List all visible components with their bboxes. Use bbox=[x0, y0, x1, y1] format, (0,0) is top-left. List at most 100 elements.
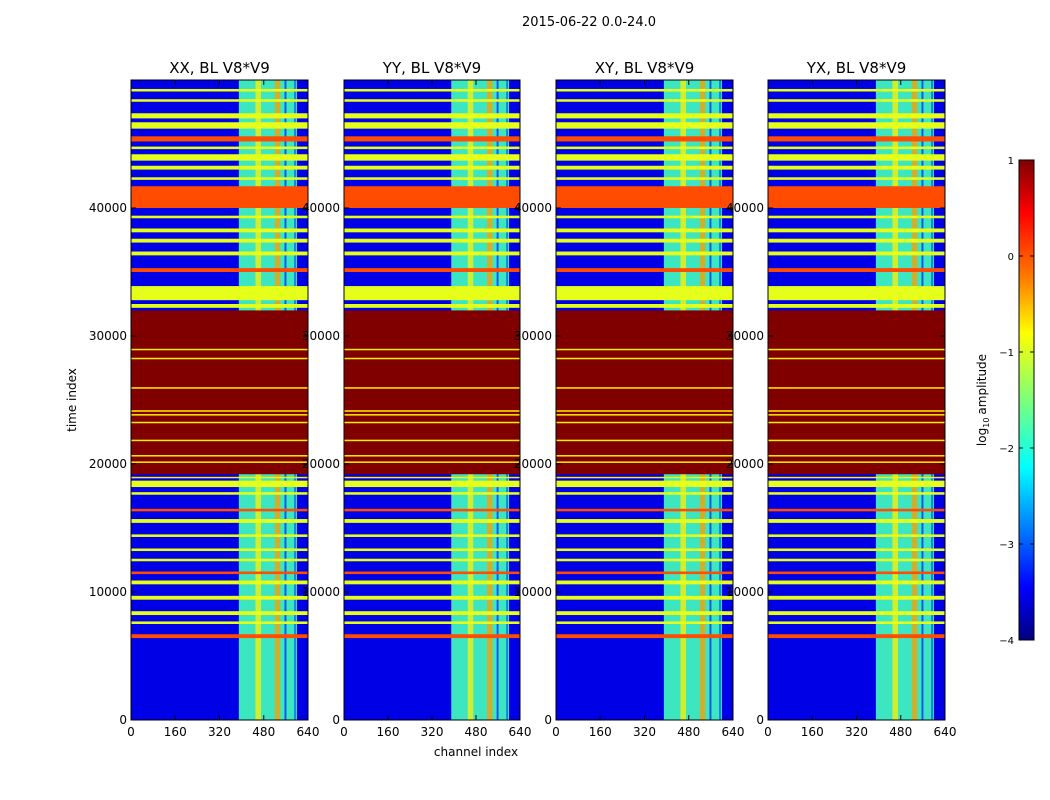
flagged-band bbox=[344, 228, 520, 233]
flagged-band bbox=[131, 534, 308, 537]
x-tick-label: 320 bbox=[633, 725, 656, 739]
flagged-band bbox=[131, 186, 308, 208]
flagged-band bbox=[556, 595, 733, 600]
flag-line bbox=[768, 348, 945, 351]
x-tick-group: 0 160 320 480 640 bbox=[764, 80, 956, 739]
flag-line bbox=[344, 476, 520, 479]
flagged-band bbox=[768, 595, 945, 600]
flag-line bbox=[344, 348, 520, 351]
flagged-band bbox=[131, 165, 308, 170]
flagged-band bbox=[131, 580, 308, 585]
x-tick-label: 0 bbox=[127, 725, 135, 739]
flagged-band bbox=[131, 113, 308, 119]
y-tick-label: 10000 bbox=[89, 585, 127, 599]
panel-yx: YX, BL V8*V9 0 160 320 480 640 0 10000 20000 30… bbox=[726, 59, 957, 739]
flag-line bbox=[344, 455, 520, 457]
flag-line bbox=[131, 357, 308, 360]
flagged-band bbox=[556, 165, 733, 170]
flag-line bbox=[768, 410, 945, 412]
x-tick-label: 480 bbox=[465, 725, 488, 739]
flag-line bbox=[768, 461, 945, 463]
flag-line bbox=[344, 387, 520, 389]
flag-line bbox=[131, 414, 308, 416]
y-tick-label: 40000 bbox=[726, 201, 764, 215]
flagged-band bbox=[556, 136, 733, 142]
flag-line bbox=[556, 461, 733, 463]
flagged-band bbox=[131, 304, 308, 308]
y-tick-label: 20000 bbox=[514, 457, 552, 471]
flagged-band bbox=[556, 548, 733, 552]
flag-line bbox=[344, 461, 520, 463]
flagged-band bbox=[131, 146, 308, 150]
saturated-block bbox=[556, 310, 733, 475]
flagged-band bbox=[344, 154, 520, 161]
panel-plot-area bbox=[344, 80, 520, 720]
colorbar-ticks: 1 0 −1 −2 −3 −4 bbox=[999, 156, 1034, 647]
flagged-band bbox=[556, 215, 733, 219]
panel-xy: XY, BL V8*V9 0 160 320 480 640 0 10000 20000 30… bbox=[514, 59, 745, 739]
y-tick-label: 0 bbox=[756, 713, 764, 727]
flagged-band bbox=[768, 548, 945, 552]
flagged-band bbox=[556, 580, 733, 585]
flag-line bbox=[556, 455, 733, 457]
saturated-block bbox=[344, 310, 520, 475]
flagged-band bbox=[556, 634, 733, 639]
flagged-band bbox=[131, 177, 308, 180]
y-tick-label: 0 bbox=[544, 713, 552, 727]
flagged-band bbox=[344, 238, 520, 243]
flagged-band bbox=[344, 480, 520, 488]
flagged-band bbox=[344, 186, 520, 208]
y-tick-label: 10000 bbox=[726, 585, 764, 599]
y-tick-label: 30000 bbox=[89, 329, 127, 343]
x-axis-label: channel index bbox=[434, 745, 518, 759]
flag-line bbox=[556, 439, 733, 442]
y-tick-label: 20000 bbox=[89, 457, 127, 471]
colorbar-label-sub: 10 bbox=[982, 418, 991, 428]
flagged-band bbox=[344, 113, 520, 119]
flagged-band bbox=[768, 136, 945, 142]
y-tick-label: 10000 bbox=[514, 585, 552, 599]
flag-line bbox=[768, 357, 945, 360]
panel-xx: XX, BL V8*V9 0 160 320 480 640 0 10000 20000 30… bbox=[89, 59, 320, 739]
x-tick-label: 320 bbox=[421, 725, 444, 739]
flagged-band bbox=[131, 215, 308, 219]
flagged-band bbox=[131, 268, 308, 272]
x-tick-label: 160 bbox=[377, 725, 400, 739]
colorbar-label-main: amplitude bbox=[975, 354, 989, 415]
flagged-band bbox=[131, 154, 308, 161]
flagged-band bbox=[344, 215, 520, 219]
flagged-band bbox=[556, 286, 733, 301]
flag-line bbox=[768, 387, 945, 389]
flagged-band bbox=[344, 99, 520, 102]
y-tick-label: 30000 bbox=[726, 329, 764, 343]
flag-line bbox=[556, 348, 733, 351]
x-tick-group: 0 160 320 480 640 bbox=[552, 80, 744, 739]
flag-line bbox=[556, 357, 733, 360]
x-tick-label: 160 bbox=[589, 725, 612, 739]
x-tick-label: 640 bbox=[722, 725, 745, 739]
flagged-band bbox=[344, 177, 520, 180]
flagged-band bbox=[556, 88, 733, 92]
colorbar-tick-label: −3 bbox=[999, 540, 1014, 551]
flagged-band bbox=[768, 519, 945, 523]
flagged-band bbox=[131, 251, 308, 256]
flagged-band bbox=[556, 228, 733, 233]
flagged-band bbox=[556, 113, 733, 119]
flagged-band bbox=[344, 580, 520, 585]
flagged-band bbox=[344, 492, 520, 495]
y-tick-group: 0 10000 20000 30000 40000 bbox=[514, 201, 733, 727]
flagged-band bbox=[556, 268, 733, 272]
flag-line bbox=[768, 414, 945, 416]
flag-line bbox=[768, 455, 945, 457]
flagged-band bbox=[768, 268, 945, 272]
x-tick-label: 480 bbox=[677, 725, 700, 739]
x-tick-label: 160 bbox=[801, 725, 824, 739]
y-tick-label: 30000 bbox=[514, 329, 552, 343]
flagged-band bbox=[768, 304, 945, 308]
x-tick-label: 0 bbox=[340, 725, 348, 739]
flagged-band bbox=[344, 548, 520, 552]
flagged-band bbox=[344, 534, 520, 537]
flagged-band bbox=[768, 88, 945, 92]
x-tick-label: 640 bbox=[934, 725, 957, 739]
